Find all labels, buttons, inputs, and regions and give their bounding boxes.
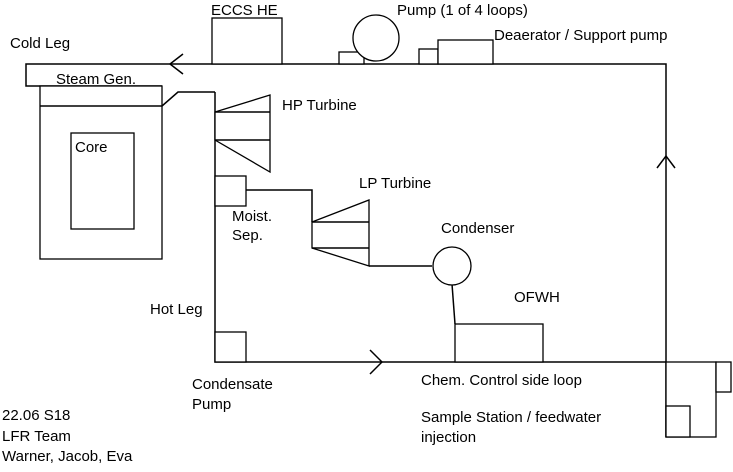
label-moist-sep-1: Moist. [232,208,272,225]
label-lp-turbine: LP Turbine [359,175,431,192]
hp-turbine [214,94,271,174]
sample-station-box [665,405,691,438]
label-cold-leg: Cold Leg [10,35,70,52]
deaerator-box [437,39,494,65]
label-condensate-pump-2: Pump [192,396,231,413]
moist-sep-to-lp-line [246,189,313,222]
support-pump-box [418,48,439,65]
label-pump: Pump (1 of 4 loops) [397,2,528,19]
label-eccs-he: ECCS HE [211,2,278,19]
lp-turbine [311,199,370,267]
footer-date: 22.06 S18 [2,407,70,424]
ofwh-box [454,323,544,363]
footer-team: LFR Team [2,428,71,445]
flow-arrow-feedwater [369,349,384,375]
flow-arrow-cold-leg [168,53,184,75]
label-condenser: Condenser [441,220,514,237]
label-chem-control: Chem. Control side loop [421,372,582,389]
pump-circle [352,14,400,62]
label-steam-gen: Steam Gen. [56,71,136,88]
chem-control-sub-box [715,361,732,393]
flow-arrow-upcomer [656,154,676,169]
core-box [70,132,135,230]
label-hp-turbine: HP Turbine [282,97,357,114]
label-deaerator: Deaerator / Support pump [494,27,667,44]
label-ofwh: OFWH [514,289,560,306]
label-core: Core [75,139,108,156]
label-hot-leg: Hot Leg [150,301,203,318]
label-sample-station-1: Sample Station / feedwater [421,409,601,426]
label-moist-sep-2: Sep. [232,227,263,244]
condenser-drop-line [451,283,456,325]
footer-authors: Warner, Jacob, Eva [2,448,133,465]
eccs-he-box [211,17,283,65]
moisture-separator-box [214,175,247,207]
condenser-circle [432,246,472,286]
label-sample-station-2: injection [421,429,476,446]
sg-steam-line [161,91,215,107]
label-condensate-pump-1: Condensate [192,376,273,393]
condensate-pump-box [214,331,247,363]
